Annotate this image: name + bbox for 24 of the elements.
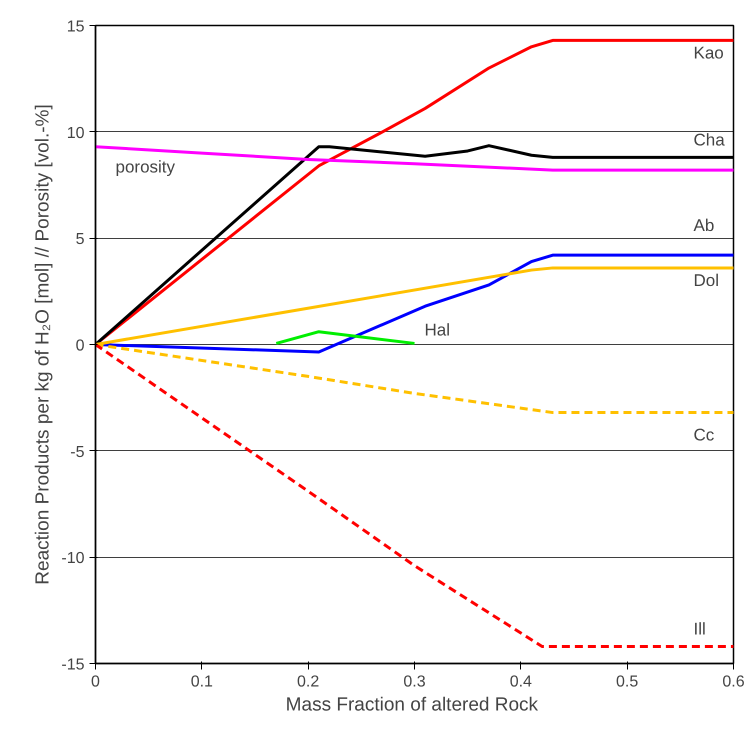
x-tick-label: 0.4 [510, 674, 532, 690]
y-tick-label: 0 [76, 338, 85, 354]
x-tick-label: 0.3 [403, 674, 426, 690]
series-label: Kao [694, 43, 724, 62]
x-tick-label: 0.5 [616, 674, 638, 690]
series-label: Hal [424, 320, 450, 340]
x-tick-label: 0.6 [722, 674, 745, 690]
y-tick-label: 15 [66, 18, 85, 36]
x-tick-label: 0.2 [297, 674, 320, 690]
x-tick-label: 0 [91, 674, 100, 690]
y-tick-label: -5 [70, 444, 85, 461]
y-tick-label: -10 [61, 550, 85, 568]
x-tick-label: 0.1 [190, 674, 214, 690]
y-axis-title: Reaction Products per kg of H₂O [mol] // Porosity [vol.-%] [32, 104, 54, 585]
x-axis-title: Mass Fraction of altered Rock [286, 694, 539, 716]
y-tick-label: -15 [61, 656, 85, 674]
series-label: Ab [694, 216, 714, 236]
series-label: Cc [694, 426, 715, 445]
series-label: Ill [694, 619, 706, 638]
series-label: Cha [694, 130, 726, 150]
series-label: Dol [694, 270, 720, 290]
y-tick-label: 5 [76, 231, 85, 248]
series-label: porosity [116, 158, 176, 177]
y-tick-label: 10 [66, 124, 85, 142]
